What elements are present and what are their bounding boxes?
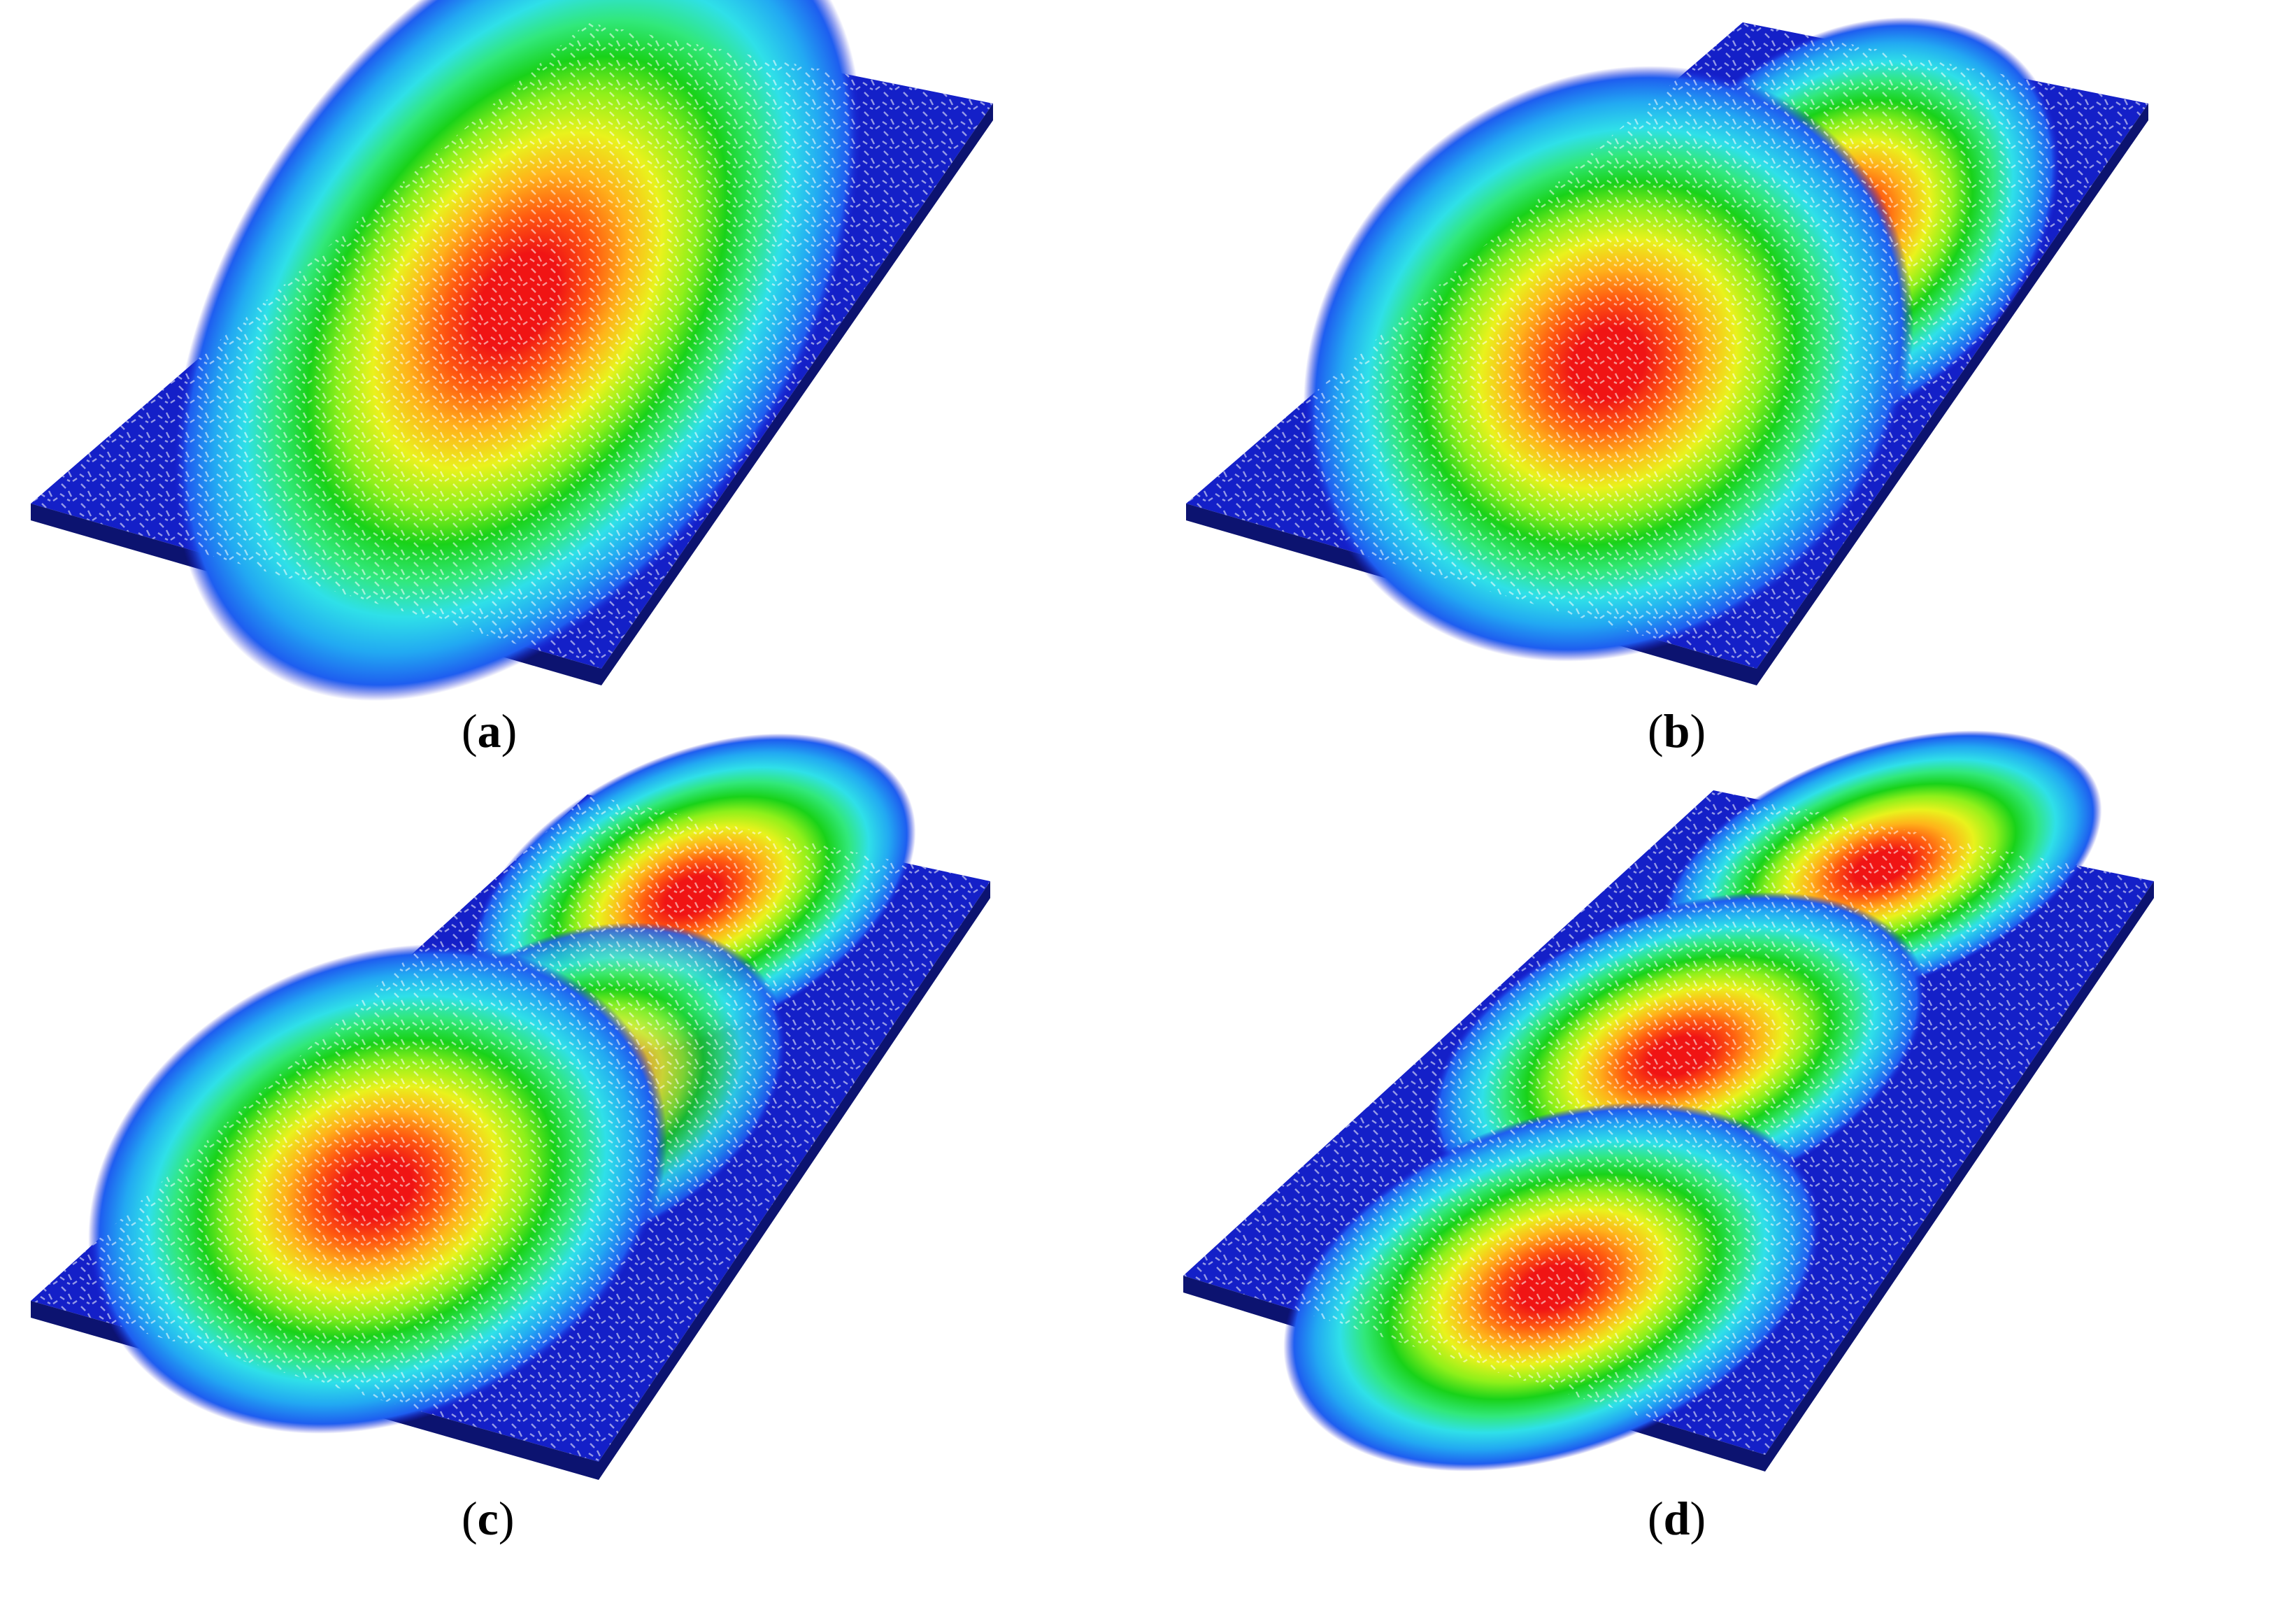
mesh-overlay-c — [31, 795, 990, 1462]
caption-a: (a) — [462, 706, 518, 758]
mesh-overlay-b — [1186, 22, 2148, 669]
mesh-overlay-a — [31, 22, 993, 669]
caption-d: (d) — [1648, 1494, 1706, 1546]
caption-c: (c) — [462, 1494, 515, 1546]
caption-b: (b) — [1648, 706, 1706, 758]
mesh-overlay-d — [1183, 790, 2154, 1455]
